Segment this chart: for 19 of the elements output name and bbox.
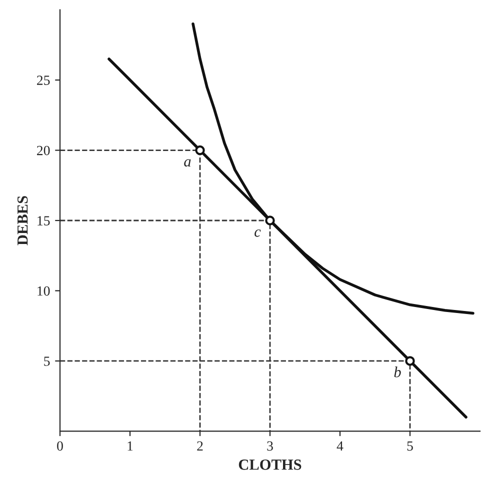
y-tick-label: 5 xyxy=(44,356,50,366)
x-tick-label: 2 xyxy=(197,441,203,451)
y-tick-label: 10 xyxy=(38,286,50,296)
y-axis-title: DEBES xyxy=(17,196,28,246)
y-tick-label: 15 xyxy=(38,216,50,226)
annotation: c xyxy=(254,229,261,237)
x-tick-label: 3 xyxy=(267,441,273,451)
point xyxy=(195,145,205,156)
annotation: b xyxy=(394,366,401,378)
point xyxy=(265,216,275,226)
x-tick-label: 0 xyxy=(57,441,63,451)
annotation: a xyxy=(184,159,191,167)
x-tick-label: 1 xyxy=(128,441,133,451)
x-tick-label: 4 xyxy=(336,441,344,451)
y-tick-label: 25 xyxy=(37,76,50,85)
x-tick-label: 5 xyxy=(407,441,413,451)
y-tick-label: 20 xyxy=(37,146,50,156)
point xyxy=(405,356,415,366)
x-axis-title: CLOTHS xyxy=(238,460,302,470)
